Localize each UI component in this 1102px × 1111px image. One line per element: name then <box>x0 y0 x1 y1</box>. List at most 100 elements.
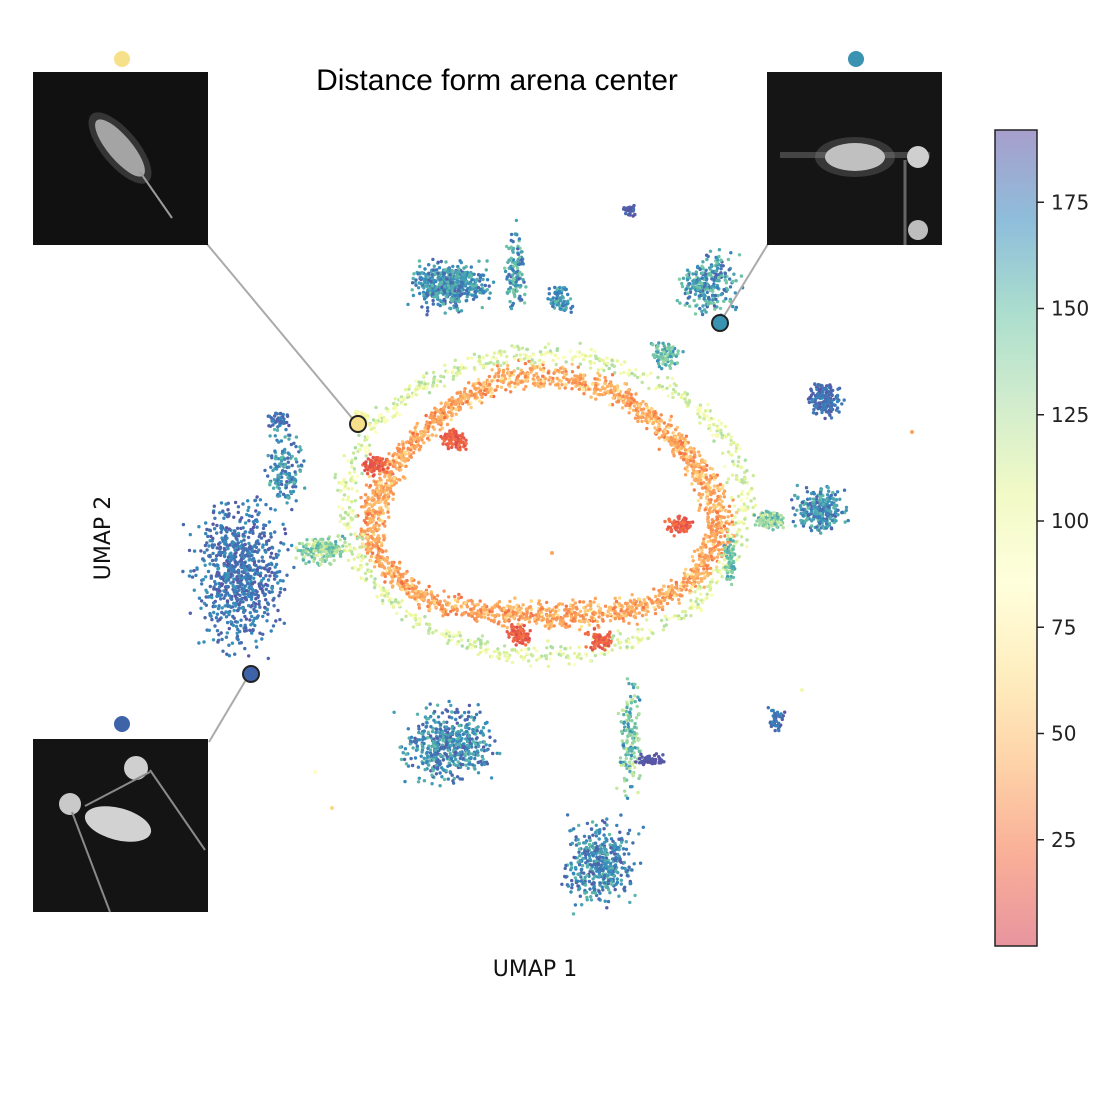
scatter-point <box>365 551 370 555</box>
scatter-point <box>518 615 522 619</box>
scatter-point <box>441 614 445 618</box>
scatter-point <box>466 645 470 649</box>
scatter-point <box>571 605 575 610</box>
scatter-point <box>564 382 568 387</box>
scatter-point <box>502 624 506 628</box>
scatter-point <box>699 608 704 613</box>
scatter-point <box>416 272 420 276</box>
scatter-point <box>208 562 212 566</box>
scatter-point <box>632 614 636 619</box>
scatter-point <box>408 430 412 434</box>
scatter-point <box>213 516 217 520</box>
scatter-point <box>656 419 660 423</box>
scatter-point <box>430 284 435 288</box>
scatter-point <box>515 344 520 348</box>
scatter-point <box>519 368 523 372</box>
scatter-point <box>745 526 749 531</box>
scatter-point <box>204 575 208 579</box>
scatter-point <box>236 510 240 515</box>
scatter-point <box>421 386 426 391</box>
scatter-point <box>680 433 684 438</box>
scatter-point <box>414 393 419 397</box>
scatter-point <box>274 619 278 623</box>
scatter-point <box>255 503 260 507</box>
scatter-point <box>435 268 439 272</box>
scatter-point <box>575 607 579 611</box>
scatter-point <box>690 555 695 559</box>
scatter-point <box>497 600 502 604</box>
scatter-point <box>661 596 665 600</box>
scatter-point <box>674 580 678 585</box>
scatter-point <box>212 601 216 605</box>
scatter-point <box>713 545 717 549</box>
scatter-point <box>517 618 521 622</box>
scatter-point <box>250 582 255 586</box>
scatter-point <box>342 454 346 458</box>
scatter-point <box>699 482 703 486</box>
scatter-point <box>470 278 474 282</box>
scatter-point <box>400 587 404 592</box>
scatter-point <box>278 494 282 498</box>
scatter-point <box>487 284 491 288</box>
scatter-point <box>236 526 240 530</box>
scatter-point <box>285 480 289 484</box>
scatter-point <box>709 524 713 528</box>
scatter-point <box>349 532 353 537</box>
scatter-point <box>608 403 612 407</box>
scatter-point <box>216 567 220 571</box>
scatter-point <box>712 548 716 552</box>
scatter-point <box>386 510 390 514</box>
scatter-point <box>268 481 272 485</box>
scatter-point <box>422 597 427 602</box>
scatter-point <box>216 640 220 644</box>
scatter-point <box>268 574 272 578</box>
scatter-point <box>666 423 671 427</box>
scatter-point <box>670 391 675 396</box>
scatter-point <box>581 373 586 377</box>
scatter-point <box>415 421 419 426</box>
scatter-point <box>578 609 583 614</box>
scatter-point <box>366 496 370 500</box>
scatter-point <box>667 588 671 592</box>
scatter-point <box>207 628 211 632</box>
scatter-point <box>551 379 555 384</box>
scatter-point <box>424 371 429 375</box>
scatter-point <box>353 547 357 551</box>
scatter-point <box>452 365 457 369</box>
scatter-point <box>521 278 525 282</box>
scatter-point <box>419 276 424 280</box>
scatter-point <box>250 614 254 619</box>
scatter-point <box>581 388 586 392</box>
scatter-point <box>222 612 226 616</box>
scatter-point <box>510 648 514 652</box>
scatter-point <box>545 608 549 612</box>
scatter-point <box>582 357 586 362</box>
scatter-point <box>447 405 451 410</box>
scatter-point <box>391 492 395 496</box>
scatter-point <box>486 647 490 651</box>
scatter-point <box>377 546 381 551</box>
scatter-point <box>218 545 223 550</box>
scatter-point <box>657 383 661 388</box>
scatter-point <box>564 625 568 629</box>
scatter-point <box>391 454 395 458</box>
scatter-point <box>537 599 541 603</box>
scatter-point <box>443 415 447 420</box>
scatter-point <box>410 576 414 581</box>
scatter-point <box>729 442 733 447</box>
scatter-point <box>414 589 418 593</box>
scatter-point <box>350 552 355 556</box>
scatter-point <box>412 272 416 276</box>
scatter-point <box>431 292 435 296</box>
scatter-point <box>629 401 633 405</box>
scatter-point <box>694 563 698 567</box>
scatter-point <box>462 611 466 615</box>
scatter-point <box>239 539 244 544</box>
scatter-point <box>251 628 255 633</box>
scatter-point <box>489 394 493 399</box>
scatter-point <box>431 298 435 303</box>
scatter-point <box>586 603 590 607</box>
scatter-point <box>739 506 744 510</box>
scatter-point <box>699 460 703 465</box>
scatter-point <box>615 386 620 390</box>
